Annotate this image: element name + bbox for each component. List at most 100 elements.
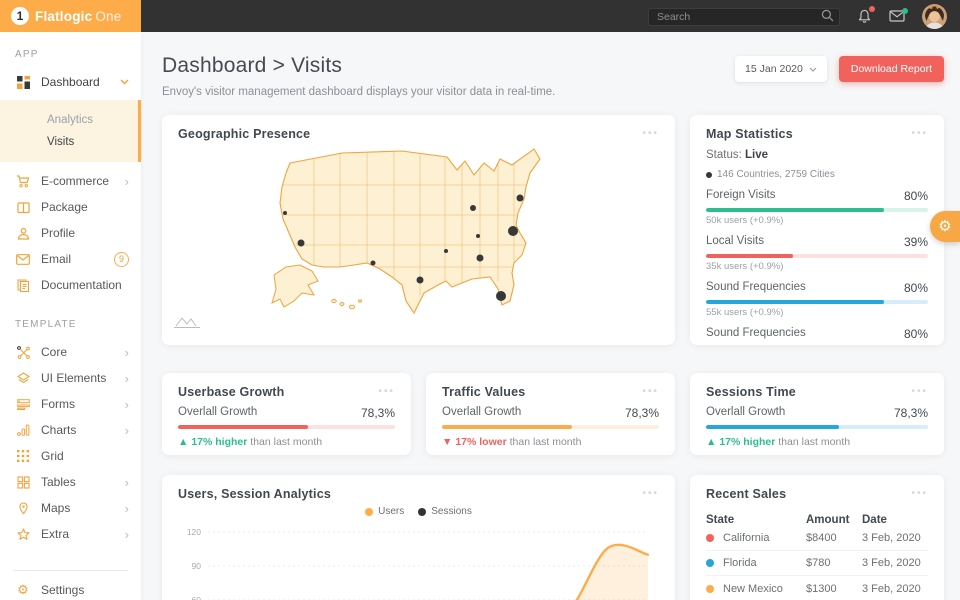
map-city-dot[interactable]	[283, 211, 287, 215]
state-color-dot	[706, 584, 714, 593]
sidebar-item-package[interactable]: Package	[0, 194, 141, 220]
map-city-dot[interactable]	[416, 276, 424, 284]
bullet-dot-icon	[706, 171, 712, 178]
legend-item-sessions[interactable]: Sessions	[418, 506, 472, 517]
map-city-dot[interactable]	[370, 260, 376, 266]
notifications-bell-icon[interactable]	[857, 6, 875, 24]
card-menu-icon[interactable]: •••	[911, 488, 928, 499]
sidebar-item-email[interactable]: Email 9	[0, 246, 141, 272]
map-city-dot[interactable]	[516, 194, 524, 202]
dashboard-icon	[15, 75, 31, 89]
traffic-values-card: Traffic Values ••• Overlall Growth 78,3% ▼…	[426, 373, 675, 455]
trend-highlight: 17% lower	[455, 436, 507, 448]
progress-bar	[706, 208, 928, 212]
sidebar-item-ui-elements[interactable]: UI Elements ›	[0, 365, 141, 391]
sidebar-item-dashboard[interactable]: Dashboard	[0, 69, 141, 95]
document-icon	[15, 279, 31, 292]
search-input[interactable]	[648, 8, 840, 26]
sidebar-item-forms[interactable]: Forms ›	[0, 391, 141, 417]
card-title: Geographic Presence	[178, 127, 311, 141]
sidebar-item-charts[interactable]: Charts ›	[0, 417, 141, 443]
userbase-growth-card: Userbase Growth ••• Overlall Growth 78,3% …	[162, 373, 411, 455]
map-city-dot[interactable]	[444, 249, 448, 253]
theme-settings-fab[interactable]: ⚙	[930, 211, 960, 242]
metric-local-visits: Local Visits 39% 35k users (+0.9%)	[706, 235, 928, 272]
top-navbar: 1 Flatlogic One	[0, 0, 960, 32]
map-city-dot[interactable]	[297, 239, 305, 247]
chevron-right-icon: ›	[124, 526, 129, 542]
sale-date: 3 Feb, 2020	[862, 582, 921, 595]
sidebar-item-maps[interactable]: Maps ›	[0, 495, 141, 521]
card-menu-icon[interactable]: •••	[911, 386, 928, 397]
download-report-button[interactable]: Download Report	[838, 56, 944, 82]
area-chart[interactable]: 120 90 60	[178, 520, 657, 600]
map-city-dot[interactable]	[496, 291, 506, 301]
amcharts-logo[interactable]	[174, 317, 200, 328]
bar-chart-icon	[15, 424, 31, 436]
sidebar-item-label: Maps	[41, 501, 71, 515]
table-row[interactable]: New Mexico $1300 3 Feb, 2020	[706, 576, 928, 600]
package-icon	[15, 201, 31, 214]
metric-foreign-visits: Foreign Visits 80% 50k users (+0.9%)	[706, 189, 928, 226]
legend-label: Sessions	[431, 506, 472, 517]
nodes-icon	[15, 345, 31, 359]
card-menu-icon[interactable]: •••	[642, 488, 659, 499]
sidebar-item-label: Settings	[41, 583, 85, 597]
tables-icon	[15, 475, 31, 489]
chevron-right-icon: ›	[124, 422, 129, 438]
date-picker-button[interactable]: 15 Jan 2020	[735, 56, 827, 82]
table-row[interactable]: Florida $780 3 Feb, 2020	[706, 551, 928, 576]
metric-subtext: 35k users (+0.9%)	[706, 261, 784, 272]
sidebar-item-grid[interactable]: Grid	[0, 443, 141, 469]
column-header-amount: Amount	[806, 514, 850, 526]
page-subtitle: Envoy's visitor management dashboard dis…	[162, 86, 556, 98]
y-axis-tick: 60	[192, 595, 202, 600]
metric-label: Sound Frequencies	[706, 327, 806, 339]
sale-date: 3 Feb, 2020	[862, 557, 921, 569]
map-city-dot[interactable]	[470, 205, 476, 211]
sidebar-item-label: E-commerce	[41, 174, 110, 188]
map-city-dot[interactable]	[476, 254, 484, 262]
legend-item-users[interactable]: Users	[365, 506, 404, 517]
sidebar-section-app: APP	[15, 49, 39, 60]
card-menu-icon[interactable]: •••	[642, 386, 659, 397]
star-icon	[15, 527, 31, 541]
users-area-fill	[576, 544, 648, 600]
user-avatar[interactable]	[922, 3, 947, 29]
card-menu-icon[interactable]: •••	[642, 128, 659, 139]
sidebar-item-documentation[interactable]: Documentation	[0, 272, 141, 298]
search-icon[interactable]	[821, 9, 834, 22]
messages-mail-icon[interactable]	[889, 8, 908, 22]
sidebar-item-settings[interactable]: ⚙ Settings	[0, 577, 141, 600]
trend-rest: than last month	[509, 436, 582, 448]
users-series-line[interactable]	[208, 543, 650, 600]
sidebar-item-label: Extra	[41, 527, 70, 541]
column-header-date: Date	[862, 514, 887, 526]
sidebar-item-profile[interactable]: Profile	[0, 220, 141, 246]
chevron-right-icon: ›	[124, 370, 129, 386]
sidebar-divider	[13, 570, 128, 571]
table-row[interactable]: California $8400 3 Feb, 2020	[706, 526, 928, 551]
sidebar-item-core[interactable]: Core ›	[0, 339, 141, 365]
sidebar-item-tables[interactable]: Tables ›	[0, 469, 141, 495]
metric-label: Sound Frequencies	[706, 281, 806, 293]
progress-bar	[706, 300, 928, 304]
notification-badge	[869, 6, 875, 12]
sidebar-item-ecommerce[interactable]: E-commerce ›	[0, 168, 141, 194]
sidebar-item-extra[interactable]: Extra ›	[0, 521, 141, 547]
metric-value: 80%	[903, 327, 928, 341]
growth-value: 78,3%	[360, 406, 395, 420]
map-city-dot[interactable]	[508, 226, 518, 236]
app-logo[interactable]: 1 Flatlogic One	[0, 0, 141, 32]
card-menu-icon[interactable]: •••	[911, 128, 928, 139]
sidebar-item-analytics[interactable]: Analytics	[47, 114, 94, 126]
sale-date: 3 Feb, 2020	[862, 532, 921, 544]
sidebar-item-label: Email	[41, 252, 72, 266]
logo-icon: 1	[11, 7, 29, 25]
us-map[interactable]	[162, 115, 675, 345]
status-label: Status:	[706, 149, 742, 161]
card-menu-icon[interactable]: •••	[378, 386, 395, 397]
map-city-dot[interactable]	[476, 234, 480, 238]
sidebar-item-visits[interactable]: Visits	[47, 136, 75, 148]
